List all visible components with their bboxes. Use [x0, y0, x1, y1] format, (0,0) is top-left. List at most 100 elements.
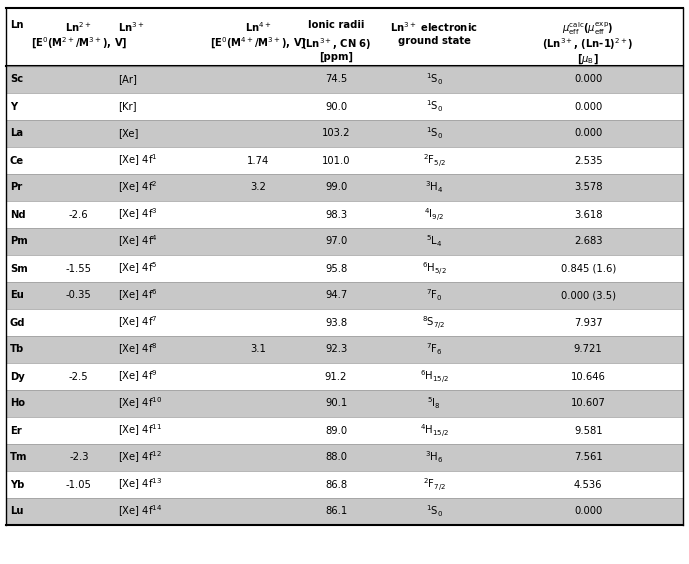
Text: 90.0: 90.0 [325, 102, 347, 112]
Bar [6, 8, 683, 66]
Text: 7.937: 7.937 [574, 318, 603, 328]
Text: [Xe]: [Xe] [119, 129, 138, 139]
Text: 91.2: 91.2 [325, 372, 347, 381]
Text: [Xe] 4f$^7$: [Xe] 4f$^7$ [119, 315, 158, 331]
Text: [Xe] 4f$^4$: [Xe] 4f$^4$ [119, 233, 158, 249]
Text: Y: Y [10, 102, 17, 112]
Text: [Xe] 4f$^3$: [Xe] 4f$^3$ [119, 206, 158, 222]
Text: $^1$S$_0$: $^1$S$_0$ [426, 126, 443, 142]
Text: [Xe] 4f$^{12}$: [Xe] 4f$^{12}$ [119, 450, 163, 465]
Text: $^4$H$_{15/2}$: $^4$H$_{15/2}$ [420, 422, 449, 439]
Text: Ce: Ce [10, 156, 24, 165]
Bar [6, 228, 683, 255]
Text: $\mu_{\mathrm{eff}}^{\mathrm{calc}}$($\mu_{\mathrm{eff}}^{\mathrm{exp}}$): $\mu_{\mathrm{eff}}^{\mathrm{calc}}$($\m… [562, 20, 614, 37]
Text: -2.5: -2.5 [69, 372, 89, 381]
Text: Ln$^{3+}$ electronic: Ln$^{3+}$ electronic [391, 20, 478, 34]
Text: [Xe] 4f$^1$: [Xe] 4f$^1$ [119, 153, 158, 168]
Text: $^5$I$_8$: $^5$I$_8$ [427, 396, 441, 411]
Text: 98.3: 98.3 [325, 209, 347, 219]
Text: [Xe] 4f$^5$: [Xe] 4f$^5$ [119, 261, 158, 276]
Bar [6, 336, 683, 363]
Text: 99.0: 99.0 [325, 183, 347, 192]
Text: 3.618: 3.618 [574, 209, 602, 219]
Text: $^8$S$_{7/2}$: $^8$S$_{7/2}$ [422, 314, 446, 331]
Bar [6, 174, 683, 201]
Text: [Ar]: [Ar] [119, 74, 137, 85]
Text: [Xe] 4f$^{10}$: [Xe] 4f$^{10}$ [119, 396, 163, 411]
Text: (Ln$^{3+}$, (Ln-1)$^{2+}$): (Ln$^{3+}$, (Ln-1)$^{2+}$) [542, 36, 634, 52]
Text: [Kr]: [Kr] [119, 102, 137, 112]
Bar [6, 147, 683, 174]
Text: 9.721: 9.721 [574, 345, 603, 355]
Text: -1.55: -1.55 [65, 263, 92, 274]
Text: Ln$^{2+}$: Ln$^{2+}$ [65, 20, 92, 34]
Text: 86.8: 86.8 [325, 479, 347, 490]
Text: 1.74: 1.74 [247, 156, 269, 165]
Text: Sc: Sc [10, 74, 23, 85]
Text: $^2$F$_{5/2}$: $^2$F$_{5/2}$ [423, 152, 446, 169]
Text: 94.7: 94.7 [325, 290, 347, 301]
Text: 0.000: 0.000 [574, 506, 602, 517]
Text: 97.0: 97.0 [325, 236, 347, 246]
Text: 3.578: 3.578 [574, 183, 602, 192]
Text: 74.5: 74.5 [325, 74, 347, 85]
Text: [Xe] 4f$^{13}$: [Xe] 4f$^{13}$ [119, 477, 163, 492]
Text: [Xe] 4f$^{14}$: [Xe] 4f$^{14}$ [119, 504, 163, 519]
Text: [Xe] 4f$^9$: [Xe] 4f$^9$ [119, 369, 158, 384]
Text: 9.581: 9.581 [574, 425, 603, 435]
Text: [Xe] 4f$^8$: [Xe] 4f$^8$ [119, 342, 158, 358]
Text: Ho: Ho [10, 399, 25, 408]
Bar [6, 66, 683, 93]
Text: Tm: Tm [10, 452, 28, 462]
Bar [6, 201, 683, 228]
Text: Nd: Nd [10, 209, 25, 219]
Text: 10.646: 10.646 [570, 372, 606, 381]
Text: $^7$F$_6$: $^7$F$_6$ [426, 342, 442, 358]
Bar [6, 120, 683, 147]
Text: 3.2: 3.2 [250, 183, 266, 192]
Text: 0.845 (1.6): 0.845 (1.6) [561, 263, 616, 274]
Text: 10.607: 10.607 [570, 399, 606, 408]
Text: 95.8: 95.8 [325, 263, 347, 274]
Text: $^6$H$_{15/2}$: $^6$H$_{15/2}$ [420, 368, 449, 385]
Bar [6, 390, 683, 417]
Text: Ionic radii: Ionic radii [308, 20, 364, 30]
Text: $^4$I$_{9/2}$: $^4$I$_{9/2}$ [424, 206, 444, 223]
Text: Ln$^{3+}$: Ln$^{3+}$ [119, 20, 145, 34]
Bar [6, 93, 683, 120]
Text: (Ln$^{3+}$, CN 6): (Ln$^{3+}$, CN 6) [301, 36, 371, 52]
Text: [Xe] 4f$^2$: [Xe] 4f$^2$ [119, 180, 158, 195]
Text: Pm: Pm [10, 236, 28, 246]
Text: 92.3: 92.3 [325, 345, 347, 355]
Text: La: La [10, 129, 23, 139]
Text: 88.0: 88.0 [325, 452, 347, 462]
Bar [6, 471, 683, 498]
Text: 103.2: 103.2 [322, 129, 350, 139]
Text: Ln: Ln [10, 20, 23, 30]
Text: [Xe] 4f$^{11}$: [Xe] 4f$^{11}$ [119, 422, 163, 438]
Text: Sm: Sm [10, 263, 28, 274]
Text: 93.8: 93.8 [325, 318, 347, 328]
Text: Yb: Yb [10, 479, 24, 490]
Text: Gd: Gd [10, 318, 25, 328]
Text: Er: Er [10, 425, 22, 435]
Text: 101.0: 101.0 [322, 156, 350, 165]
Text: $^1$S$_0$: $^1$S$_0$ [426, 504, 443, 519]
Text: [$\mu_{\mathrm{B}}$]: [$\mu_{\mathrm{B}}$] [577, 52, 599, 65]
Text: 89.0: 89.0 [325, 425, 347, 435]
Text: -2.6: -2.6 [69, 209, 89, 219]
Bar [6, 444, 683, 471]
Text: $^3$H$_6$: $^3$H$_6$ [425, 450, 444, 465]
Text: 2.535: 2.535 [574, 156, 603, 165]
Text: $^6$H$_{5/2}$: $^6$H$_{5/2}$ [422, 260, 446, 277]
Bar [6, 417, 683, 444]
Bar [6, 282, 683, 309]
Text: Ln$^{4+}$: Ln$^{4+}$ [245, 20, 271, 34]
Text: [E$^0$(M$^{2+}$/M$^{3+}$), V]: [E$^0$(M$^{2+}$/M$^{3+}$), V] [30, 36, 127, 51]
Bar [6, 309, 683, 336]
Text: Dy: Dy [10, 372, 25, 381]
Text: 90.1: 90.1 [325, 399, 347, 408]
Text: Pr: Pr [10, 183, 22, 192]
Text: -0.35: -0.35 [66, 290, 92, 301]
Text: -2.3: -2.3 [69, 452, 88, 462]
